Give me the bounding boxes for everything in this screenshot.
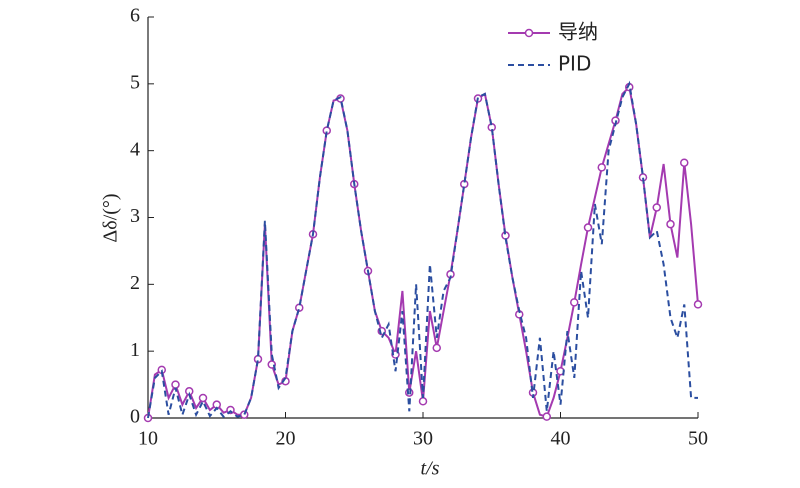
marker [198, 393, 208, 403]
y-tick-label: 2 [130, 272, 140, 294]
marker [432, 343, 441, 353]
x-axis-label: t/s [421, 458, 440, 480]
series-line [147, 80, 698, 419]
y-axis-label: Δδ/(°) [100, 193, 122, 242]
marker [597, 163, 606, 172]
marker [418, 397, 428, 406]
series-line [147, 85, 699, 419]
marker [570, 298, 579, 307]
x-tick-label: 10 [138, 428, 158, 450]
y-tick-label: 6 [130, 5, 140, 27]
marker [583, 223, 593, 232]
marker [666, 219, 675, 229]
y-tick-label: 4 [130, 138, 140, 160]
x-tick-label: 50 [688, 428, 708, 450]
y-tick-label: 5 [130, 71, 140, 93]
marker [652, 203, 661, 212]
x-tick-label: 30 [413, 428, 433, 450]
marker [171, 380, 180, 389]
marker [405, 388, 414, 397]
marker [542, 412, 551, 421]
y-tick-label: 0 [130, 406, 140, 428]
x-tick-label: 40 [551, 428, 571, 450]
marker [680, 158, 689, 167]
x-tick-label: 20 [276, 428, 296, 450]
legend-label: 导纳 [558, 20, 598, 44]
y-tick-label: 3 [130, 205, 140, 227]
y-tick-label: 1 [130, 339, 140, 361]
legend-label: PID [558, 52, 591, 76]
marker [693, 300, 703, 309]
legend-marker [524, 28, 534, 38]
